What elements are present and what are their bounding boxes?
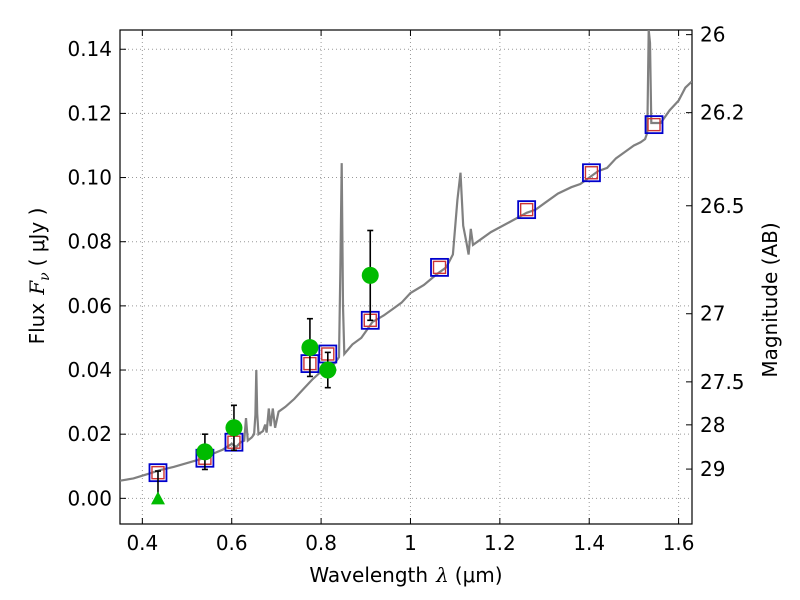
y2-axis-label: Magnitude (AB) (758, 222, 782, 377)
y-tick-label: 0.10 (67, 166, 112, 190)
mag-tick-label: 28 (700, 413, 725, 437)
model-photometry-inner (647, 117, 661, 132)
grid (120, 30, 692, 524)
upper-limit-triangle (150, 491, 165, 505)
model-photometry-box (517, 200, 537, 220)
axes: 0.4 0.6 0.8 1 1.2 1.4 1.6 0.00 0.02 0.04 0.06 0.08 0… (67, 23, 744, 555)
mag-tick-label: 26.5 (700, 194, 745, 218)
observed-photometry-point (361, 266, 379, 284)
x-tick-label: 1.2 (484, 531, 516, 555)
y-tick-label: 0.04 (67, 358, 112, 382)
mag-tick-label: 26.2 (700, 101, 745, 125)
sed-spectrum-line (120, 30, 692, 482)
y-tick-label: 0.06 (67, 294, 112, 318)
y-tick-label: 0.14 (67, 37, 112, 61)
y-axis-label: FluxFν( μJy ) (25, 208, 53, 345)
x-tick-label: 1.6 (663, 531, 695, 555)
observed-photometry-point (225, 419, 243, 437)
observed-photometry-point (196, 443, 214, 461)
y-tick-label: 0.00 (67, 486, 112, 510)
model-photometry-inner (584, 166, 599, 180)
x-tick-label: 0.6 (216, 531, 248, 555)
x-tick-label: 0.4 (126, 531, 158, 555)
mag-tick-label: 26 (700, 23, 725, 47)
y-tick-label: 0.02 (67, 422, 112, 446)
model-photometry-inner (519, 202, 534, 217)
observed-photometry-point (319, 361, 337, 379)
model-photometry-box (430, 257, 449, 277)
plot-frame (119, 29, 693, 525)
plot-area (120, 30, 692, 505)
mag-tick-label: 29 (700, 457, 725, 481)
x-axis-label: Wavelength λ (μm) (309, 563, 502, 587)
model-photometry-box (582, 163, 601, 183)
x-tick-label: 1.4 (573, 531, 605, 555)
mag-tick-label: 27 (700, 302, 725, 326)
model-photometry-inner (432, 260, 447, 275)
y-tick-label: 0.08 (67, 230, 112, 254)
x-tick-label: 0.8 (305, 531, 337, 555)
model-photometry-box (644, 115, 664, 135)
x-tick-label: 1 (404, 531, 417, 555)
y-tick-label: 0.12 (67, 101, 112, 125)
mag-tick-label: 27.5 (700, 370, 745, 394)
observed-photometry-point (301, 339, 319, 357)
